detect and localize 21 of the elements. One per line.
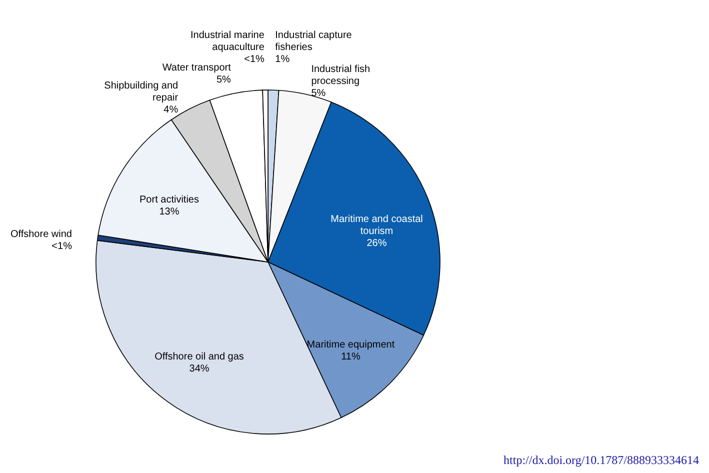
text: http://dx.doi.org/10.1787/888933334614 bbox=[504, 453, 699, 467]
data-label: 5% bbox=[216, 74, 232, 86]
data-label: 4% bbox=[164, 104, 178, 116]
slice-label: Port activities bbox=[140, 194, 199, 206]
data-label: 13% bbox=[159, 206, 180, 218]
data-label: <1% bbox=[244, 54, 265, 66]
slice-label: Maritime and coastal tourism bbox=[330, 214, 423, 237]
slice-label: Industrial capture fisheries bbox=[275, 30, 352, 54]
data-label: 34% bbox=[189, 364, 210, 375]
data-label: <1% bbox=[52, 241, 72, 252]
data-label: 5% bbox=[311, 88, 326, 99]
data-label: 11% bbox=[341, 352, 360, 363]
data-label: 1% bbox=[275, 54, 290, 66]
slice-label: Offshore oil and gas bbox=[154, 352, 244, 363]
slice-label: Water transport bbox=[162, 62, 232, 74]
slice-label: Industrial marine aquaculture bbox=[190, 30, 265, 54]
slice-label: Industrial fish processing bbox=[311, 64, 370, 87]
slice-label: Offshore wind bbox=[10, 229, 72, 240]
slice-label: Maritime equipment bbox=[306, 340, 395, 351]
slice-label: Shipbuilding and repair bbox=[104, 80, 179, 104]
data-label: 26% bbox=[366, 238, 387, 249]
